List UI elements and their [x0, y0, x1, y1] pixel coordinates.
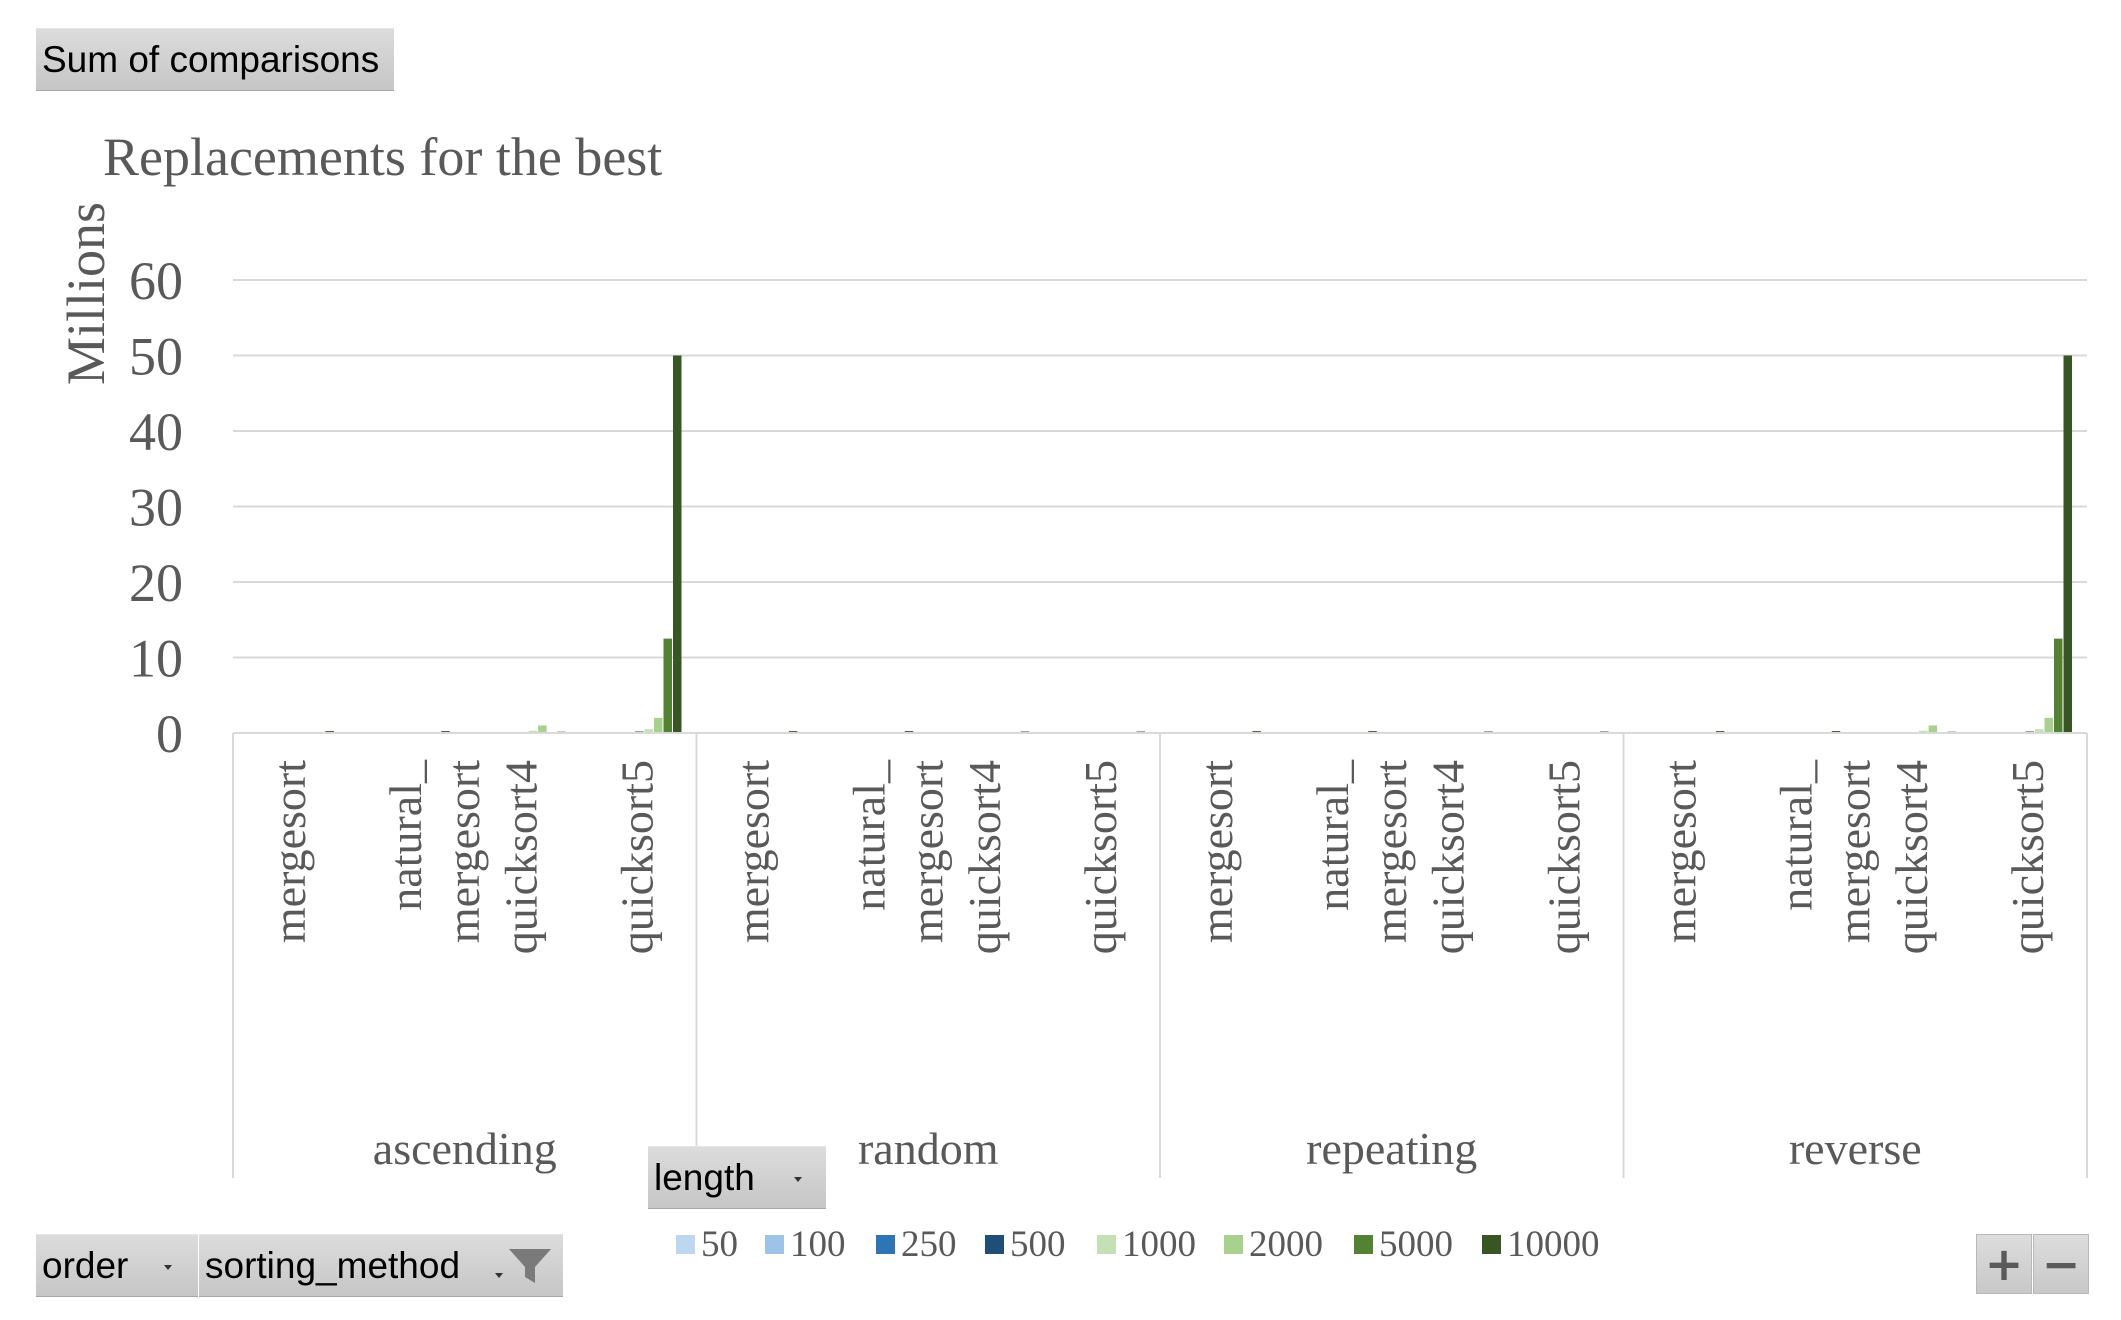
legend-swatch: [985, 1235, 1004, 1254]
bar: [2035, 729, 2044, 733]
legend-swatch: [1224, 1235, 1243, 1254]
group-label: repeating: [1306, 1123, 1477, 1174]
chevron-down-icon[interactable]: [164, 1265, 172, 1270]
legend-swatch: [1482, 1235, 1501, 1254]
category-label: quicksort5: [2002, 760, 2053, 954]
legend-label: 50: [701, 1224, 738, 1265]
category-label: quicksort4: [496, 760, 547, 954]
axis-field-button-sorting-method[interactable]: sorting_method: [199, 1234, 563, 1297]
axis-field-label-order: order: [42, 1244, 129, 1286]
category-label: natural_ mergesort: [1770, 759, 1879, 943]
category-label: quicksort5: [1075, 760, 1126, 954]
group-label: reverse: [1789, 1123, 1922, 1174]
plus-icon: +: [1984, 1237, 2024, 1291]
category-label: quicksort4: [1423, 760, 1474, 954]
category-label: quicksort5: [612, 760, 663, 954]
category-label: mergesort: [727, 760, 778, 943]
legend-swatch: [676, 1235, 695, 1254]
gridlines: [233, 279, 2087, 659]
chevron-down-icon[interactable]: [794, 1177, 802, 1182]
legend-swatch: [1354, 1235, 1373, 1254]
zoom-out-button[interactable]: −: [2033, 1234, 2089, 1294]
legend-label: 2000: [1249, 1224, 1323, 1265]
legend-swatch: [765, 1235, 784, 1254]
y-tick-label: 20: [129, 553, 183, 613]
category-label: quicksort5: [1539, 760, 1590, 954]
y-tick-label: 10: [129, 629, 183, 689]
category-label: natural_ mergesort: [380, 759, 489, 943]
axis-field-button-order[interactable]: order: [36, 1234, 198, 1297]
chart-title: Replacements for the best: [103, 127, 662, 187]
bar: [654, 717, 663, 733]
axes: [232, 732, 2088, 1178]
category-label: quicksort4: [1886, 760, 1937, 954]
legend-label: 10000: [1507, 1224, 1600, 1265]
legend-label: 1000: [1122, 1224, 1196, 1265]
y-tick-label: 40: [129, 402, 183, 462]
bar: [644, 729, 653, 733]
group-label: ascending: [373, 1123, 557, 1174]
y-axis-label: Millions: [56, 202, 116, 385]
category-label: natural_ mergesort: [843, 759, 952, 943]
category-label: mergesort: [264, 760, 315, 943]
legend-label: 5000: [1379, 1224, 1453, 1265]
category-label: mergesort: [1191, 760, 1242, 943]
bar: [2054, 638, 2063, 733]
legend-label: 500: [1010, 1224, 1066, 1265]
y-tick-label: 0: [156, 704, 183, 764]
legend-swatch: [1097, 1235, 1116, 1254]
legend: 50 100 250 500 1000 2000 5000 10000: [676, 1224, 1600, 1265]
y-tick-labels: 0 10 20 30 40 50 60: [129, 251, 183, 764]
group-label: random: [858, 1123, 999, 1174]
bar: [2044, 717, 2053, 733]
value-field-button[interactable]: Sum of comparisons: [36, 28, 394, 91]
bar: [2063, 355, 2072, 733]
zoom-in-button[interactable]: +: [1976, 1234, 2032, 1294]
legend-label: 250: [901, 1224, 957, 1265]
axis-field-label-sorting-method: sorting_method: [205, 1244, 461, 1286]
y-tick-label: 60: [129, 251, 183, 311]
category-label: natural_ mergesort: [1307, 759, 1416, 943]
bar: [1928, 725, 1938, 733]
legend-swatch: [876, 1235, 895, 1254]
bar: [663, 638, 672, 733]
value-field-label: Sum of comparisons: [42, 38, 380, 80]
bar: [673, 355, 682, 733]
category-label: mergesort: [1654, 760, 1705, 943]
bar: [1919, 730, 1928, 733]
filter-icon[interactable]: [507, 1247, 553, 1287]
bar: [538, 725, 547, 733]
legend-field-label: length: [654, 1156, 755, 1198]
minus-icon: −: [2041, 1237, 2081, 1291]
legend-field-button[interactable]: length: [648, 1146, 826, 1209]
category-label: quicksort4: [959, 760, 1010, 954]
bars: [258, 355, 2072, 733]
y-tick-label: 30: [129, 478, 183, 538]
legend-label: 100: [790, 1224, 846, 1265]
bar: [528, 730, 538, 733]
chevron-down-icon[interactable]: [495, 1273, 503, 1278]
y-tick-label: 50: [129, 327, 183, 387]
